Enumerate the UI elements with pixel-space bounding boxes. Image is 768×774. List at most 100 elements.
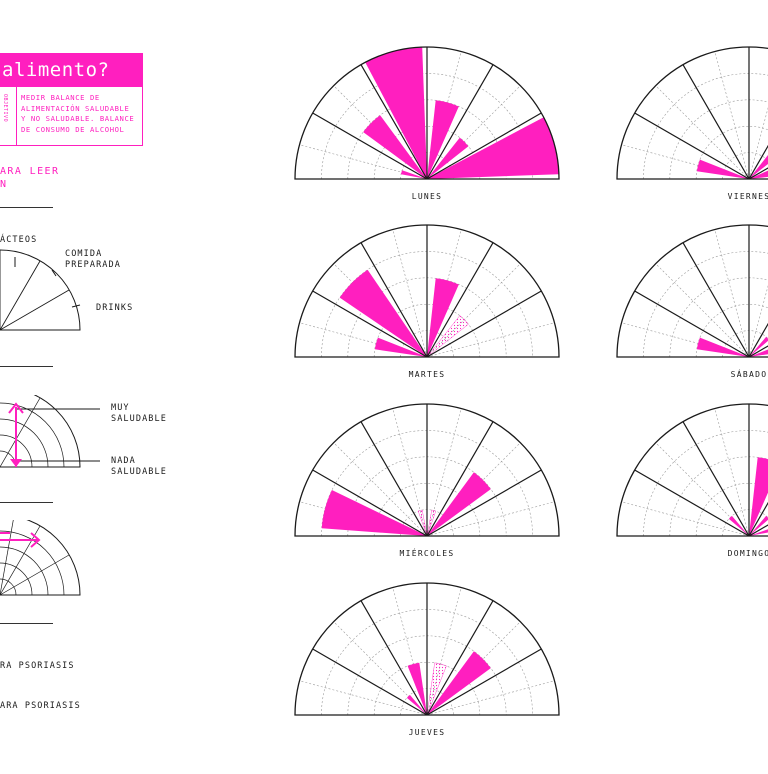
wedge-solid — [427, 100, 459, 179]
chart-lunes — [294, 46, 560, 180]
sector-midline — [655, 85, 750, 180]
guide-divider — [0, 366, 53, 367]
sector-boundary — [634, 290, 750, 358]
title-banner — [0, 53, 143, 87]
wedge-solid — [427, 117, 559, 179]
wedge-solid — [427, 651, 491, 715]
sector-boundary — [634, 469, 750, 537]
sector-midline — [333, 442, 428, 537]
objective-text: MEDIR BALANCE DE ALIMENTACIÓN SALUDABLE … — [21, 93, 135, 134]
chart-sábado — [616, 224, 768, 358]
objective-box — [0, 86, 143, 146]
wedge-solid — [749, 155, 768, 179]
guide-label-dairy: ÁCTEOS — [0, 235, 38, 245]
wedge-solid — [363, 115, 427, 179]
sector-midline — [714, 229, 750, 358]
wedge-dotted — [426, 509, 437, 537]
day-label-viernes: VIERNES — [727, 192, 768, 201]
chart-martes — [294, 224, 560, 358]
guide-divider — [0, 623, 53, 624]
chart-outline — [616, 224, 768, 358]
objective-vertical-label: OBJETIVO — [2, 94, 8, 123]
guide-label-drinks: DRINKS — [96, 303, 134, 313]
ring-gridline — [373, 303, 481, 358]
wedge-solid — [374, 337, 427, 357]
sector-boundary — [426, 648, 542, 716]
wedge-solid — [749, 349, 768, 357]
wedge-solid — [339, 269, 427, 357]
chart-outline — [294, 46, 560, 180]
wedge-solid — [749, 457, 768, 536]
wedge-solid — [407, 662, 427, 715]
sector-boundary — [426, 290, 542, 358]
sector-boundary — [312, 648, 428, 716]
sector-midline — [714, 51, 750, 180]
sector-boundary — [426, 112, 542, 180]
guide-divider — [0, 207, 53, 208]
ring-gridline — [373, 482, 481, 537]
sector-midline — [748, 285, 768, 358]
sector-boundary — [634, 112, 750, 180]
wedge-solid — [427, 137, 469, 179]
day-label-miercoles: MIÉRCOLES — [399, 549, 455, 558]
wedge-solid — [696, 337, 749, 357]
day-label-sabado: SÁBADO — [730, 370, 768, 379]
sector-midline — [655, 263, 750, 358]
sector-boundary — [360, 64, 428, 180]
sector-boundary — [360, 421, 428, 537]
wedge-dotted — [426, 662, 447, 716]
day-label-domingo: DOMINGO — [727, 549, 768, 558]
sector-boundary — [682, 421, 750, 537]
ring-gridline — [373, 661, 481, 716]
chart-outline — [294, 224, 560, 358]
wedge-dotted — [417, 509, 428, 537]
chart-outline — [616, 403, 768, 537]
guide-sector-diagram — [0, 249, 81, 331]
sector-boundary — [312, 290, 428, 358]
guide-footer-line: ARA PSORIASIS — [0, 701, 81, 711]
objective-divider — [16, 86, 18, 146]
sector-boundary — [360, 600, 428, 716]
wedge-solid — [401, 170, 427, 179]
sector-boundary — [426, 421, 494, 537]
guide-label-not-healthy: NADA SALUDABLE — [111, 456, 167, 477]
sector-boundary — [426, 600, 494, 716]
guide-scale-diagram — [0, 395, 100, 468]
wedge-solid — [749, 515, 768, 536]
wedge-solid — [365, 47, 427, 179]
guide-divider — [0, 502, 53, 503]
chart-viernes — [616, 46, 768, 180]
sector-boundary — [748, 322, 768, 358]
chart-domingo — [616, 403, 768, 537]
wedge-solid — [321, 490, 427, 536]
guide-label-very-healthy: MUY SALUDABLE — [111, 403, 167, 424]
day-label-martes: MARTES — [408, 370, 446, 379]
wedge-solid — [696, 159, 749, 179]
wedge-solid — [749, 336, 768, 357]
chart-outline — [616, 46, 768, 180]
sector-boundary — [312, 469, 428, 537]
wedge-solid — [728, 515, 749, 536]
sector-boundary — [360, 242, 428, 358]
sector-boundary — [748, 144, 768, 180]
guide-label-prepared-food: COMIDA PREPARADA — [65, 249, 121, 270]
page-title: alimento? — [2, 59, 110, 81]
wedge-solid — [427, 278, 459, 357]
wedge-solid — [406, 694, 427, 715]
sector-boundary — [748, 501, 768, 537]
sector-boundary — [682, 64, 750, 180]
sector-boundary — [426, 469, 542, 537]
chart-outline — [294, 403, 560, 537]
chart-miércoles — [294, 403, 560, 537]
sector-boundary — [312, 112, 428, 180]
sector-boundary — [426, 64, 494, 180]
chart-jueves — [294, 582, 560, 716]
day-label-jueves: JUEVES — [408, 728, 446, 737]
sector-boundary — [426, 242, 494, 358]
wedge-solid — [427, 472, 491, 536]
guide-title: ARA LEER N — [0, 166, 60, 190]
chart-outline — [294, 582, 560, 716]
guide-footer-line: RA PSORIASIS — [0, 661, 75, 671]
